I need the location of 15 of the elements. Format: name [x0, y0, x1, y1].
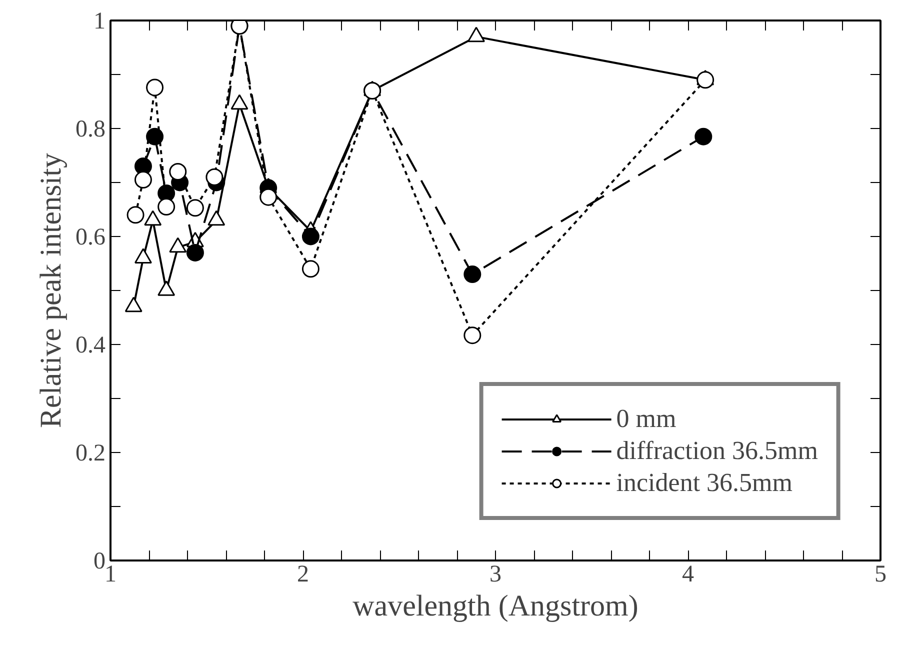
x-tick-label: 2: [297, 562, 309, 588]
y-tick-label: 0.6: [76, 224, 106, 250]
y-axis-title: Relative peak intensity: [34, 153, 68, 428]
legend-label: diffraction 36.5mm: [616, 436, 818, 466]
x-tick-label: 5: [874, 562, 886, 588]
x-tick-label: 4: [682, 562, 694, 588]
y-tick-label: 0: [94, 548, 106, 574]
x-tick-label: 3: [490, 562, 502, 588]
y-tick-label: 0.8: [76, 116, 106, 142]
y-tick-label: 1: [94, 8, 106, 34]
legend-label: incident 36.5mm: [616, 468, 792, 498]
x-axis-title: wavelength (Angstrom): [352, 590, 638, 622]
y-tick-label: 0.4: [76, 332, 106, 358]
legend-label: 0 mm: [616, 404, 676, 434]
y-tick-label: 0.2: [76, 440, 106, 466]
